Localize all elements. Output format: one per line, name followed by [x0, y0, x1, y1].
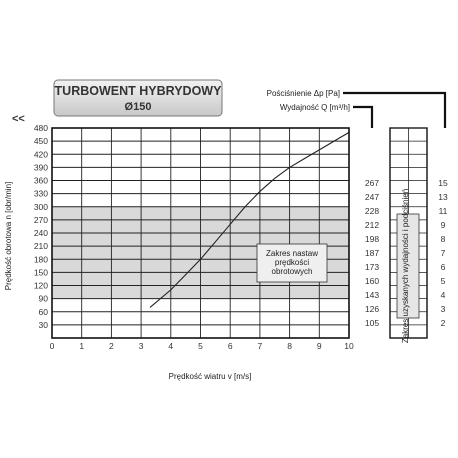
- x-tick-label: 3: [139, 341, 144, 351]
- x-tick-label: 2: [109, 341, 114, 351]
- y-axis-label: Prędkość obrotowa n [obr/min]: [4, 182, 13, 291]
- chart-title: TURBOWENT HYBRYDOWY: [55, 84, 223, 98]
- pressure-tick-label: 187: [365, 248, 379, 258]
- flow-tick-label: 2: [441, 318, 446, 328]
- pressure-tick-label: 173: [365, 262, 379, 272]
- pressure-tick-label: 212: [365, 220, 379, 230]
- pressure-tick-label: 143: [365, 290, 379, 300]
- y-tick-label: 240: [34, 228, 48, 238]
- corner-mark: <<: [12, 113, 25, 125]
- y-tick-label: 60: [39, 307, 49, 317]
- y-tick-label: 480: [34, 123, 48, 133]
- band-annotation: Zakres nastaw prędkości obrotowych: [256, 243, 328, 283]
- y-tick-label: 270: [34, 215, 48, 225]
- pressure-tick-label: 228: [365, 206, 379, 216]
- series-line: [149, 131, 350, 308]
- flow-tick-label: 11: [439, 206, 448, 216]
- flow-axis-label: Wydajność Q [m³/h]: [280, 103, 350, 112]
- x-tick-label: 7: [258, 341, 263, 351]
- title-box: TURBOWENT HYBRYDOWY Ø150: [53, 79, 223, 117]
- pressure-tick-label: 105: [365, 318, 379, 328]
- pressure-axis-label: Pościśnienie Δp [Pa]: [267, 89, 340, 98]
- y-tick-label: 150: [34, 267, 48, 277]
- flow-tick-label: 5: [441, 276, 446, 286]
- x-tick-label: 1: [79, 341, 84, 351]
- x-axis-label: Prędkość wiatru v [m/s]: [169, 372, 252, 381]
- flow-tick-label: 6: [441, 262, 446, 272]
- x-tick-label: 5: [198, 341, 203, 351]
- x-tick-label: 4: [168, 341, 173, 351]
- pressure-tick-label: 126: [365, 304, 379, 314]
- y-tick-label: 210: [34, 241, 48, 251]
- chart-subtitle: Ø150: [125, 101, 152, 113]
- flow-box: Zakres uzyskanych wydajności i podciśnie…: [396, 189, 420, 343]
- flow-tick-label: 9: [441, 220, 446, 230]
- flow-tick-label: 13: [438, 192, 448, 202]
- pressure-tick-label: 247: [365, 192, 379, 202]
- band-label-line: obrotowych: [272, 267, 313, 276]
- pressure-bracket: [343, 91, 447, 128]
- y-tick-label: 180: [34, 254, 48, 264]
- flow-tick-label: 7: [441, 248, 446, 258]
- x-tick-label: 8: [287, 341, 292, 351]
- band-label-line: Zakres nastaw: [266, 249, 318, 258]
- y-tick-label: 300: [34, 202, 48, 212]
- flow-tick-label: 15: [438, 178, 448, 188]
- y-tick-label: 360: [34, 176, 48, 186]
- pressure-tick-label: 267: [365, 178, 379, 188]
- y-tick-label: 120: [34, 281, 48, 291]
- y-tick-label: 390: [34, 162, 48, 172]
- y-tick-label: 90: [39, 294, 49, 304]
- pressure-tick-label: 160: [365, 276, 379, 286]
- x-tick-label: 0: [50, 341, 55, 351]
- flow-box-label: Zakres uzyskanych wydajności i podciśnie…: [401, 189, 410, 343]
- flow-bracket: [353, 105, 374, 128]
- y-tick-label: 420: [34, 149, 48, 159]
- plot-area: 0 1 2 3 4 5 6 7 8 9 10 30 60 90 120 150 180 210 240 270 300…: [34, 123, 354, 351]
- y-tick-label: 30: [39, 320, 49, 330]
- flow-tick-label: 8: [441, 234, 446, 244]
- x-tick-label: 6: [228, 341, 233, 351]
- pressure-tick-label: 198: [365, 234, 379, 244]
- x-tick-label: 10: [344, 341, 354, 351]
- band-label-line: prędkości: [275, 258, 309, 267]
- flow-tick-label: 4: [441, 290, 446, 300]
- y-tick-label: 330: [34, 189, 48, 199]
- x-tick-label: 9: [317, 341, 322, 351]
- plot-frame: [51, 127, 350, 339]
- flow-tick-label: 3: [441, 304, 446, 314]
- y-tick-label: 450: [34, 136, 48, 146]
